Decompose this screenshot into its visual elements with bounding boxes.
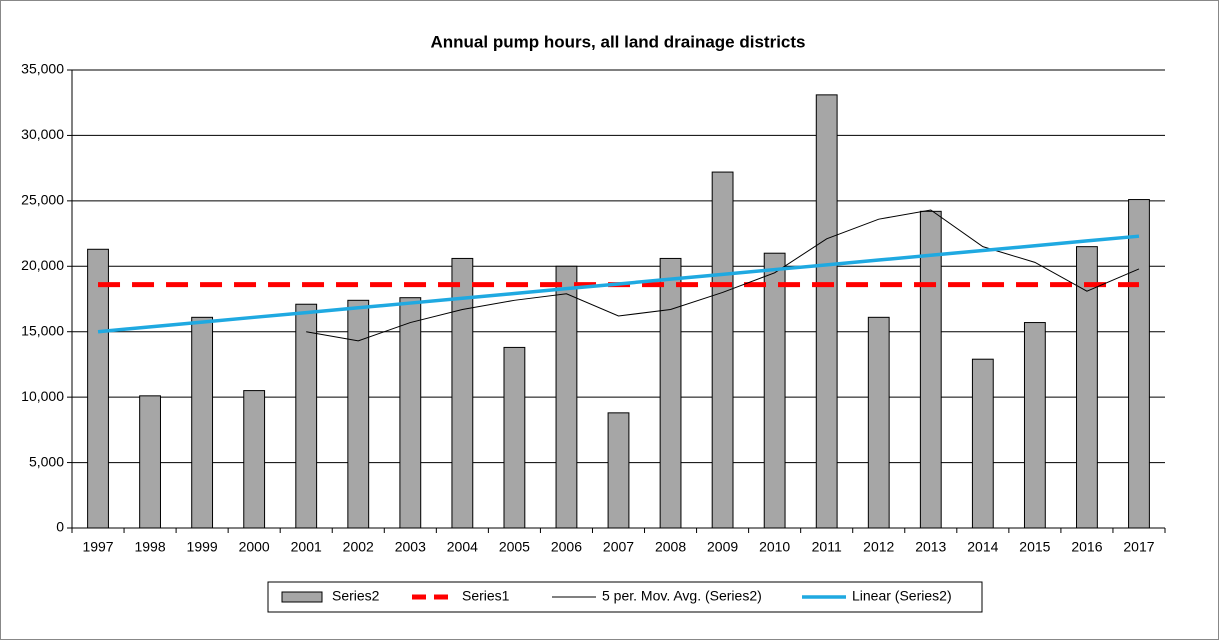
- bar: [1076, 246, 1098, 529]
- bar: [399, 297, 422, 529]
- legend-label: Linear (Series2): [852, 588, 952, 604]
- x-tick-label: 2004: [447, 539, 478, 555]
- bar: [919, 210, 942, 529]
- x-tick-label: 2012: [863, 539, 894, 555]
- x-tick-label: 2011: [812, 539, 842, 555]
- x-tick-label: 2008: [655, 539, 686, 555]
- x-tick-label: 2000: [239, 539, 270, 555]
- bar: [971, 358, 994, 529]
- bar: [451, 257, 474, 529]
- x-tick-label: 2001: [291, 539, 322, 555]
- x-tick-label: 2009: [707, 539, 738, 555]
- bar: [763, 252, 786, 529]
- bar: [1128, 199, 1150, 529]
- chart-title: Annual pump hours, all land drainage dis…: [431, 32, 806, 51]
- x-tick-label: 2016: [1071, 539, 1102, 555]
- y-tick-label: 0: [56, 519, 64, 535]
- bar: [815, 94, 838, 529]
- legend-label: Series2: [332, 588, 380, 604]
- legend-label: Series1: [462, 588, 510, 604]
- x-tick-label: 2003: [395, 539, 426, 555]
- bar: [1023, 322, 1046, 529]
- line-series: [306, 209, 1140, 342]
- x-tick-label: 2015: [1019, 539, 1050, 555]
- y-tick-label: 25,000: [21, 192, 64, 208]
- x-tick-label: 2010: [759, 539, 790, 555]
- bar: [347, 299, 370, 529]
- x-tick-label: 2007: [603, 539, 634, 555]
- y-tick-label: 20,000: [21, 257, 64, 273]
- bar: [607, 412, 630, 529]
- bar: [711, 171, 734, 529]
- x-tick-label: 2002: [343, 539, 374, 555]
- legend-box: [267, 581, 983, 613]
- bar: [867, 316, 890, 529]
- y-tick-label: 5,000: [29, 453, 64, 469]
- bar: [139, 395, 161, 529]
- x-tick-label: 2014: [967, 539, 998, 555]
- x-tick-label: 2017: [1123, 539, 1154, 555]
- x-tick-label: 2013: [915, 539, 946, 555]
- x-tick-label: 1997: [82, 539, 113, 555]
- bar: [555, 265, 578, 529]
- x-tick-label: 2005: [499, 539, 530, 555]
- legend-swatch: [281, 591, 323, 603]
- bar: [87, 248, 109, 529]
- bar: [659, 257, 682, 529]
- x-tick-label: 1999: [187, 539, 218, 555]
- legend-label: 5 per. Mov. Avg. (Series2): [602, 588, 762, 604]
- y-tick-label: 30,000: [21, 126, 64, 142]
- x-tick-label: 2006: [551, 539, 582, 555]
- line-series: [97, 234, 1140, 334]
- bar: [295, 303, 318, 529]
- x-tick-label: 1998: [134, 539, 165, 555]
- y-tick-label: 15,000: [21, 322, 64, 338]
- bar: [243, 390, 266, 529]
- y-tick-label: 10,000: [21, 388, 64, 404]
- bar: [191, 316, 214, 529]
- y-tick-label: 35,000: [21, 61, 64, 77]
- bar: [503, 346, 526, 529]
